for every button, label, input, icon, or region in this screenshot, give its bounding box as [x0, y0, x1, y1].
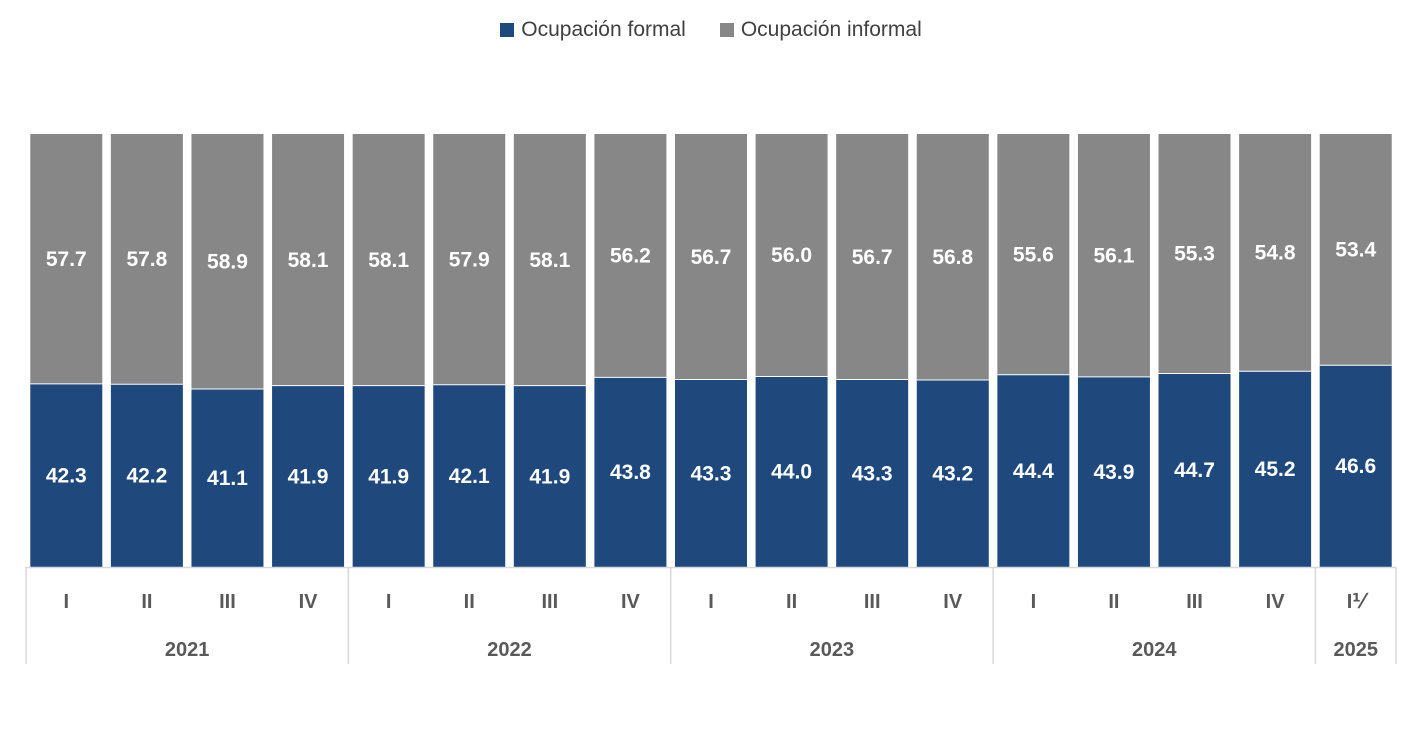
data-label-formal: 42.1 — [449, 465, 490, 488]
legend-swatch-formal — [500, 23, 515, 37]
x-group-label: 2024 — [1132, 639, 1177, 661]
data-label-informal: 57.8 — [126, 248, 167, 271]
data-label-formal: 46.6 — [1335, 455, 1376, 478]
data-label-formal: 43.2 — [932, 462, 973, 485]
x-group-label: 2021 — [165, 639, 210, 661]
bar-formal — [272, 385, 345, 567]
bar-informal — [110, 134, 183, 385]
x-tick-label: III — [864, 591, 881, 613]
bar-informal — [272, 134, 345, 386]
data-label-informal: 58.1 — [368, 249, 409, 272]
x-tick-label: IV — [943, 591, 963, 613]
bar-informal — [836, 134, 909, 380]
x-tick-label: I — [386, 591, 392, 613]
legend-label-formal: Ocupación formal — [521, 18, 686, 41]
data-label-formal: 45.2 — [1255, 458, 1296, 481]
bar-formal — [755, 376, 828, 567]
bar-formal — [433, 384, 506, 567]
data-label-formal: 43.9 — [1094, 461, 1135, 484]
x-group-label: 2025 — [1333, 639, 1378, 661]
data-label-formal: 44.4 — [1013, 460, 1054, 483]
data-label-formal: 42.3 — [46, 464, 87, 487]
data-label-formal: 44.0 — [771, 461, 812, 484]
data-label-informal: 57.7 — [46, 248, 87, 271]
x-tick-label: III — [1186, 591, 1203, 613]
data-label-formal: 41.1 — [207, 467, 248, 490]
bar-formal — [916, 379, 989, 567]
x-tick-label: III — [541, 591, 558, 613]
x-tick-label: II — [141, 591, 152, 613]
x-tick-label: I — [708, 591, 714, 613]
data-label-formal: 44.7 — [1174, 459, 1215, 482]
x-group-label: 2022 — [487, 639, 532, 661]
x-tick-label: II — [786, 591, 797, 613]
data-label-informal: 58.1 — [529, 249, 570, 272]
data-label-informal: 54.8 — [1255, 242, 1296, 265]
data-label-formal: 41.9 — [529, 465, 570, 488]
legend-swatch-informal — [719, 23, 734, 37]
bar-informal — [1239, 134, 1312, 372]
bar-formal — [352, 385, 425, 567]
legend-label-informal: Ocupación informal — [740, 18, 922, 41]
bar-formal — [1239, 371, 1312, 567]
x-tick-label: II — [1108, 591, 1119, 613]
legend-item-formal: Ocupación formal — [500, 18, 686, 42]
data-label-informal: 57.9 — [449, 248, 490, 271]
bar-formal — [513, 385, 586, 567]
x-tick-label: II — [464, 591, 475, 613]
bar-formal — [110, 384, 183, 567]
bar-informal — [352, 134, 425, 386]
data-label-informal: 58.1 — [288, 249, 329, 272]
x-tick-label: I⅟ — [1347, 591, 1370, 613]
data-label-informal: 56.2 — [610, 245, 651, 268]
data-label-formal: 41.9 — [288, 465, 329, 488]
data-label-informal: 55.3 — [1174, 243, 1215, 266]
data-label-formal: 41.9 — [368, 465, 409, 488]
bar-formal — [675, 379, 747, 567]
x-group-label: 2023 — [810, 639, 855, 661]
data-label-formal: 42.2 — [126, 465, 167, 488]
legend: Ocupación formal Ocupación informal — [0, 18, 1422, 42]
bar-informal — [997, 134, 1070, 375]
data-label-informal: 56.1 — [1094, 244, 1135, 267]
data-label-formal: 43.3 — [852, 462, 893, 485]
bar-informal — [513, 134, 586, 386]
data-label-informal: 56.7 — [691, 246, 732, 269]
bar-informal — [1158, 134, 1231, 374]
data-label-informal: 56.0 — [771, 244, 812, 267]
bar-formal — [836, 379, 909, 567]
x-tick-label: IV — [1266, 591, 1286, 613]
data-label-informal: 56.7 — [852, 246, 893, 269]
bar-informal — [1319, 134, 1392, 366]
bar-formal — [30, 383, 103, 567]
data-label-informal: 58.9 — [207, 251, 248, 274]
bar-formal — [997, 374, 1070, 567]
x-tick-label: I — [64, 591, 70, 613]
data-label-informal: 56.8 — [932, 246, 973, 269]
data-label-formal: 43.8 — [610, 461, 651, 484]
bar-formal — [1077, 376, 1150, 567]
bar-informal — [755, 134, 828, 377]
bar-formal — [191, 389, 264, 567]
bar-informal — [30, 134, 103, 384]
bar-informal — [433, 134, 506, 385]
x-tick-label: IV — [299, 591, 319, 613]
x-tick-label: IV — [621, 591, 641, 613]
bar-informal — [675, 134, 747, 380]
x-tick-label: I — [1031, 591, 1037, 613]
bar-informal — [1077, 134, 1150, 377]
bar-formal — [1319, 365, 1392, 567]
bar-informal — [594, 134, 667, 378]
legend-item-informal: Ocupación informal — [719, 18, 922, 42]
bar-informal — [191, 134, 264, 390]
data-label-informal: 55.6 — [1013, 243, 1054, 266]
data-label-formal: 43.3 — [691, 462, 732, 485]
bar-informal — [916, 134, 989, 380]
bar-formal — [594, 377, 667, 567]
bar-formal — [1158, 373, 1231, 567]
x-tick-label: III — [219, 591, 236, 613]
data-label-informal: 53.4 — [1335, 239, 1376, 262]
